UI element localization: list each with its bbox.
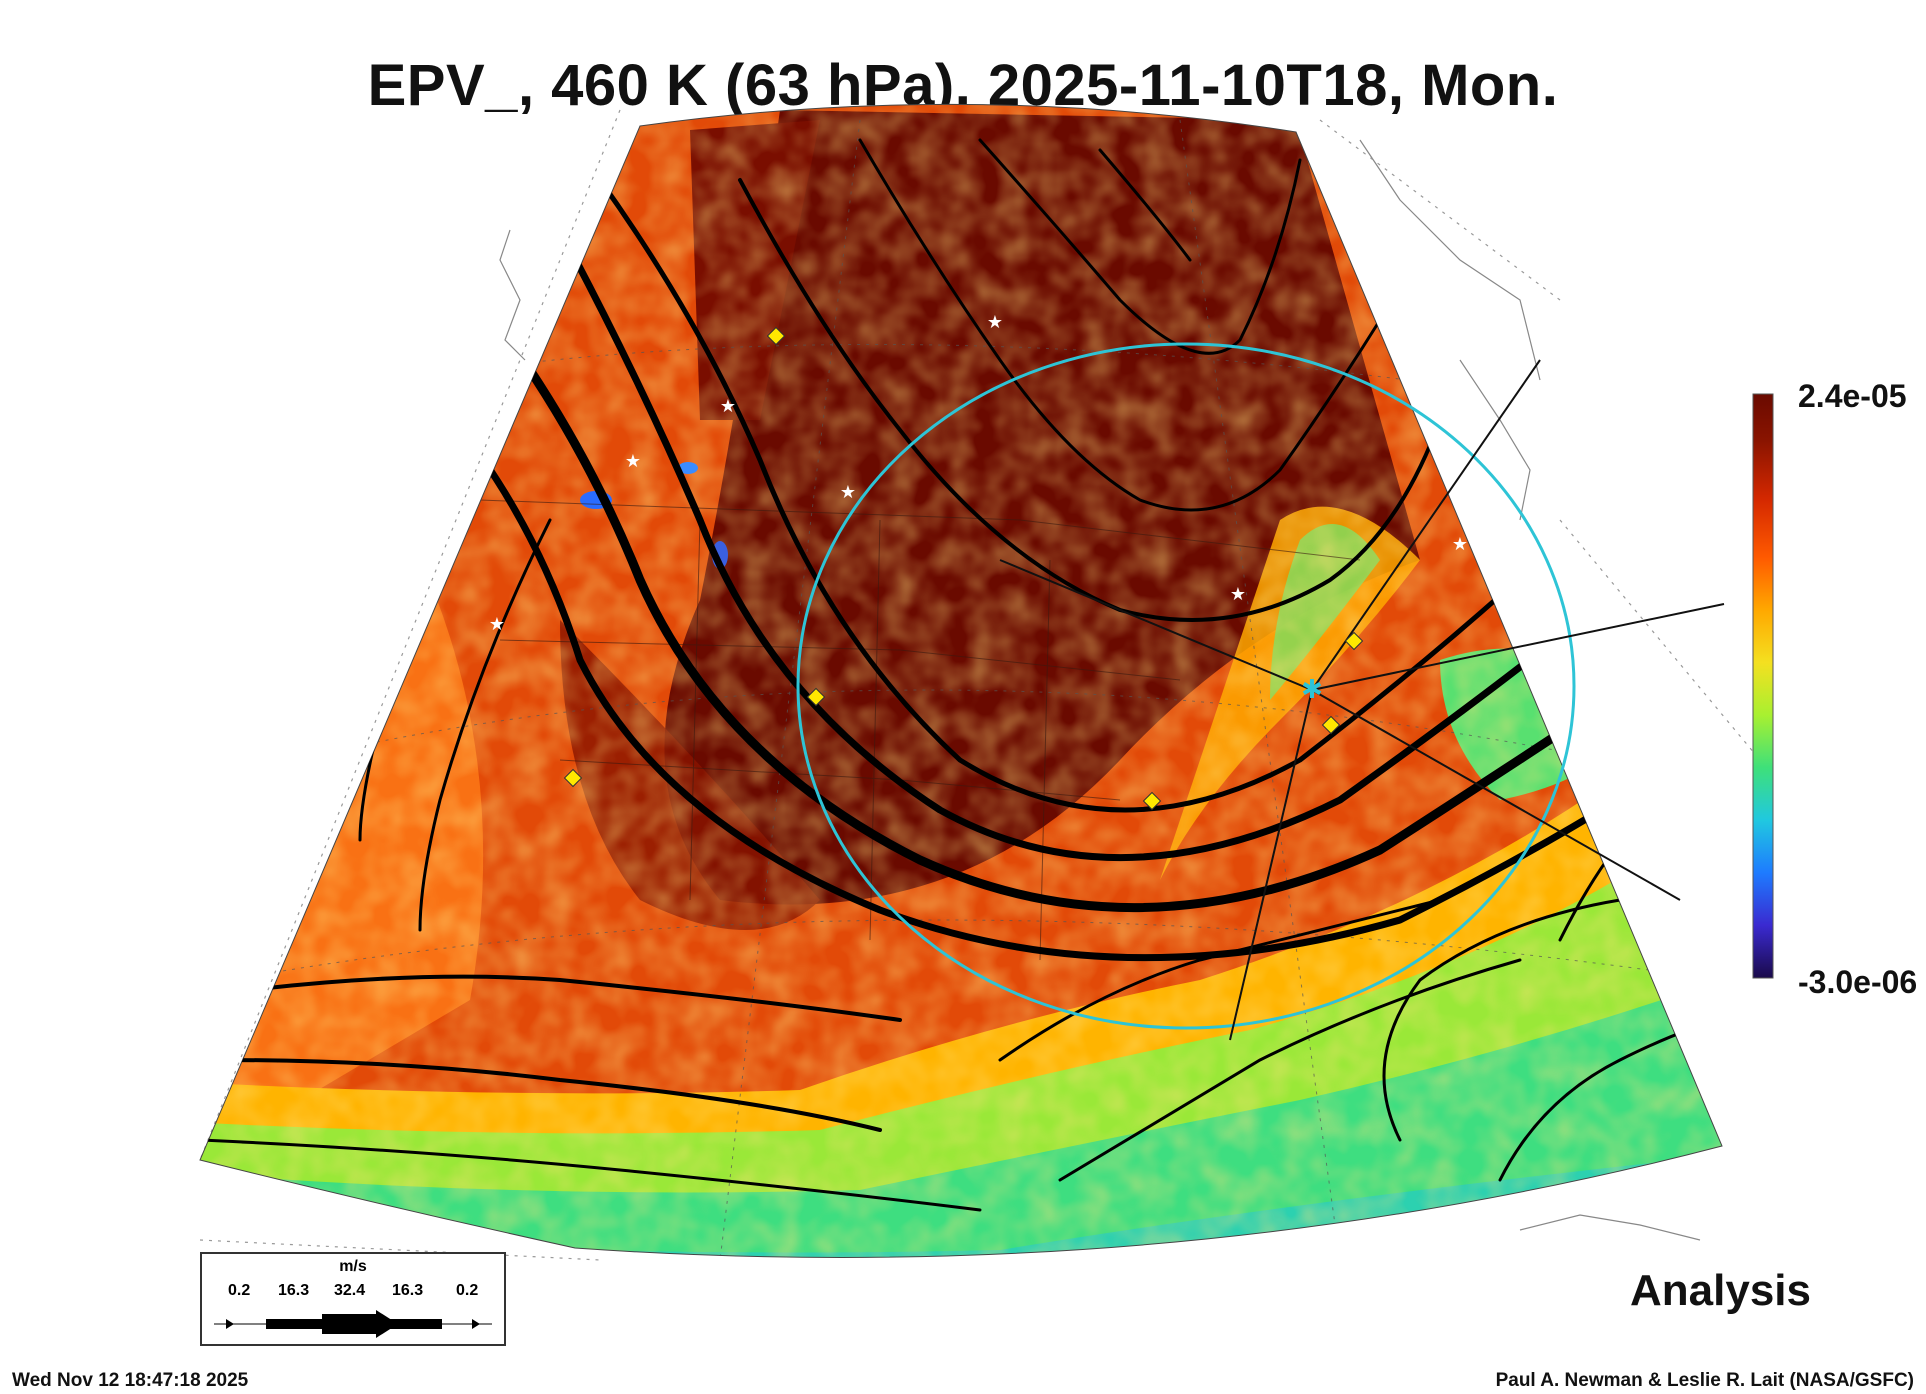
colorbar-min-label: -3.0e-06 <box>1798 964 1918 1000</box>
sector-border <box>199 103 1723 1258</box>
footer-timestamp: Wed Nov 12 18:47:18 2025 <box>12 1370 249 1391</box>
wind-legend-unit: m/s <box>339 1258 367 1275</box>
svg-text:★: ★ <box>1230 584 1246 604</box>
station-markers <box>563 326 1364 811</box>
wind-legend-value: 0.2 <box>456 1282 479 1299</box>
footer-credit: Paul A. Newman & Leslie R. Lait (NASA/GS… <box>1495 1370 1914 1391</box>
svg-text:★: ★ <box>625 451 641 471</box>
wind-legend-value: 16.3 <box>278 1282 310 1299</box>
pv-field <box>200 104 1722 1258</box>
wind-speed-legend: m/s 0.2 16.3 32.4 16.3 0.2 <box>200 1252 506 1346</box>
wind-legend-arrow <box>214 1310 492 1338</box>
vortex-edge-circle <box>796 342 1576 1030</box>
svg-text:★: ★ <box>1452 534 1468 554</box>
svg-text:★: ★ <box>987 312 1003 332</box>
analysis-label: Analysis <box>1630 1266 1811 1315</box>
wind-legend-value: 16.3 <box>392 1282 424 1299</box>
colorbar <box>1752 393 1774 979</box>
star-markers: ★ ★ ★ ★ ★ ★ ★ <box>489 312 1468 634</box>
wind-legend-value: 0.2 <box>228 1282 251 1299</box>
wind-legend-value: 32.4 <box>334 1282 366 1299</box>
cross-section-lines <box>999 359 1725 1041</box>
colorbar-max-label: 2.4e-05 <box>1798 378 1907 414</box>
vortex-center-marker: ✱ <box>1301 674 1323 704</box>
graticule-outside <box>199 109 1761 1261</box>
svg-text:★: ★ <box>489 614 505 634</box>
coastline-outlines <box>499 139 1701 1241</box>
svg-text:★: ★ <box>720 396 736 416</box>
svg-text:★: ★ <box>840 482 856 502</box>
